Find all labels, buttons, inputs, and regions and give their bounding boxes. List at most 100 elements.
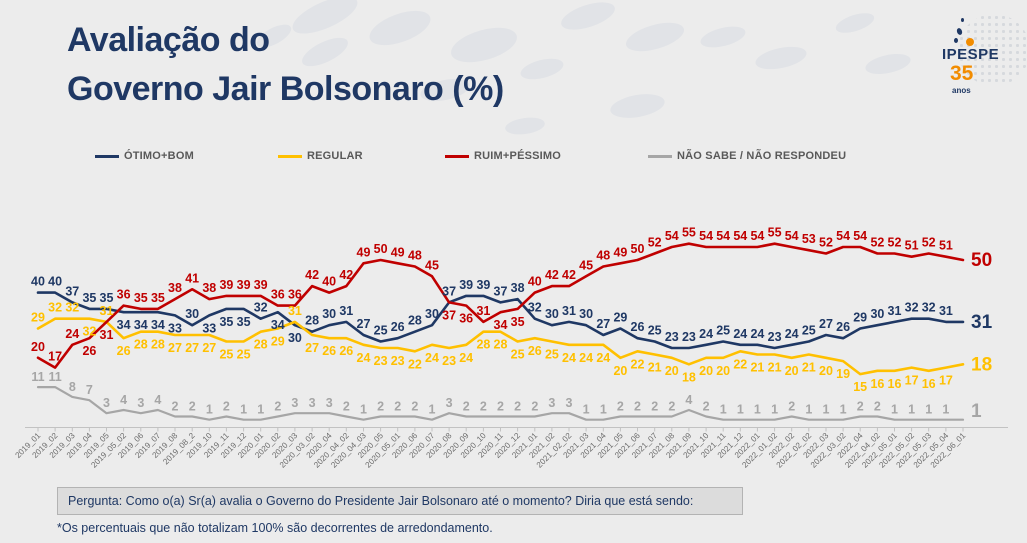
- svg-text:3: 3: [566, 396, 573, 410]
- svg-text:32: 32: [254, 301, 268, 315]
- svg-text:37: 37: [65, 284, 79, 298]
- svg-text:2: 2: [274, 400, 281, 414]
- legend-swatch-ruim-pessimo-icon: [445, 154, 469, 158]
- legend-item-nao-sabe: NÃO SABE / NÃO RESPONDEU: [648, 150, 846, 162]
- svg-text:1: 1: [925, 403, 932, 417]
- svg-text:51: 51: [905, 239, 919, 253]
- svg-text:31: 31: [476, 304, 490, 318]
- svg-text:23: 23: [374, 354, 388, 368]
- svg-text:40: 40: [322, 275, 336, 289]
- svg-text:20: 20: [665, 364, 679, 378]
- legend-swatch-regular-icon: [278, 154, 302, 158]
- svg-text:42: 42: [545, 268, 559, 282]
- svg-text:23: 23: [682, 330, 696, 344]
- page-title: Avaliação do Governo Jair Bolsonaro (%): [67, 16, 504, 114]
- svg-text:1: 1: [891, 403, 898, 417]
- svg-text:2: 2: [480, 400, 487, 414]
- svg-text:2: 2: [343, 400, 350, 414]
- svg-text:3: 3: [548, 396, 555, 410]
- svg-text:2: 2: [463, 400, 470, 414]
- x-axis-labels: 2019_012019_022019_032019_042019_052019_…: [14, 431, 968, 470]
- svg-text:35: 35: [511, 315, 525, 329]
- svg-text:37: 37: [442, 308, 456, 322]
- svg-text:1: 1: [823, 403, 830, 417]
- svg-text:31: 31: [971, 312, 993, 333]
- rounding-note: *Os percentuais que não totalizam 100% s…: [57, 521, 493, 535]
- svg-text:55: 55: [768, 226, 782, 240]
- svg-text:54: 54: [853, 229, 867, 243]
- svg-text:48: 48: [408, 249, 422, 263]
- logo-navy-dot-icon: [961, 18, 964, 22]
- svg-text:39: 39: [237, 278, 251, 292]
- svg-text:34: 34: [271, 318, 285, 332]
- svg-text:28: 28: [254, 338, 268, 352]
- svg-text:21: 21: [648, 361, 662, 375]
- svg-text:31: 31: [339, 304, 353, 318]
- svg-text:25: 25: [374, 324, 388, 338]
- svg-text:2: 2: [394, 400, 401, 414]
- series-line-nao-sabe-nao-respondeu: [36, 386, 965, 421]
- svg-text:32: 32: [528, 301, 542, 315]
- ipespe-logo: IPESPE 35 anos: [930, 4, 1027, 104]
- svg-text:55: 55: [682, 226, 696, 240]
- svg-text:41: 41: [185, 271, 199, 285]
- svg-text:4: 4: [685, 393, 692, 407]
- svg-text:24: 24: [733, 327, 747, 341]
- svg-text:3: 3: [309, 396, 316, 410]
- svg-text:2: 2: [617, 400, 624, 414]
- svg-text:40: 40: [48, 275, 62, 289]
- svg-text:2: 2: [531, 400, 538, 414]
- svg-text:28: 28: [151, 338, 165, 352]
- svg-text:24: 24: [65, 327, 79, 341]
- svg-text:49: 49: [613, 245, 627, 259]
- svg-text:1: 1: [771, 403, 778, 417]
- svg-text:2: 2: [634, 400, 641, 414]
- svg-text:29: 29: [271, 335, 285, 349]
- svg-text:31: 31: [939, 304, 953, 318]
- svg-text:49: 49: [357, 245, 371, 259]
- svg-text:4: 4: [120, 393, 127, 407]
- svg-text:52: 52: [819, 236, 833, 250]
- svg-text:40: 40: [31, 275, 45, 289]
- svg-text:3: 3: [326, 396, 333, 410]
- svg-text:29: 29: [31, 311, 45, 325]
- svg-text:27: 27: [596, 317, 610, 331]
- svg-text:53: 53: [802, 232, 816, 246]
- svg-text:23: 23: [391, 354, 405, 368]
- logo-brand-text: IPESPE: [942, 46, 1000, 63]
- svg-text:34: 34: [134, 318, 148, 332]
- series-line-regular: [36, 317, 965, 376]
- logo-orange-dot-icon: [966, 38, 974, 46]
- legend-label-regular: REGULAR: [307, 150, 363, 162]
- svg-text:16: 16: [922, 377, 936, 391]
- svg-text:2: 2: [651, 400, 658, 414]
- svg-text:19: 19: [836, 367, 850, 381]
- svg-text:45: 45: [579, 258, 593, 272]
- svg-text:30: 30: [579, 307, 593, 321]
- svg-text:7: 7: [86, 383, 93, 397]
- svg-text:4: 4: [154, 393, 161, 407]
- svg-text:39: 39: [219, 278, 233, 292]
- svg-text:50: 50: [374, 242, 388, 256]
- svg-text:27: 27: [305, 341, 319, 355]
- svg-text:31: 31: [888, 304, 902, 318]
- svg-text:1: 1: [754, 403, 761, 417]
- svg-text:20: 20: [699, 364, 713, 378]
- svg-text:34: 34: [494, 318, 508, 332]
- legend-swatch-otimo-bom-icon: [95, 154, 119, 158]
- svg-text:28: 28: [305, 314, 319, 328]
- svg-text:26: 26: [528, 344, 542, 358]
- svg-text:20: 20: [716, 364, 730, 378]
- svg-text:54: 54: [699, 229, 713, 243]
- svg-text:2: 2: [497, 400, 504, 414]
- svg-text:42: 42: [562, 268, 576, 282]
- svg-text:39: 39: [459, 278, 473, 292]
- svg-text:27: 27: [357, 317, 371, 331]
- svg-text:29: 29: [613, 311, 627, 325]
- svg-text:54: 54: [716, 229, 730, 243]
- svg-text:1: 1: [971, 401, 982, 422]
- svg-text:23: 23: [442, 354, 456, 368]
- svg-text:35: 35: [219, 315, 233, 329]
